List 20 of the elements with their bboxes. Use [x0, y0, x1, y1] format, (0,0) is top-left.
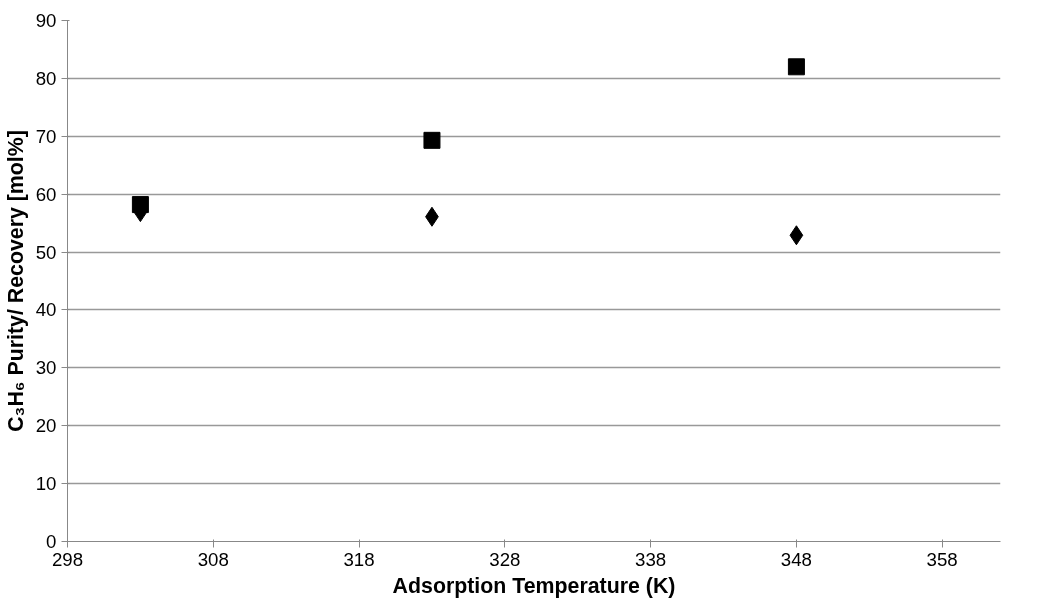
point [789, 225, 804, 246]
x-tick-label: 328 [489, 548, 521, 570]
y-tick-label: 50 [35, 241, 57, 263]
x-tick-label: 358 [926, 548, 958, 570]
x-axis-title: Adsorption Temperature (K) [392, 573, 676, 598]
y-tick-label: 40 [35, 299, 57, 321]
x-tick-label: 318 [343, 548, 375, 570]
x-tick-label: 348 [780, 548, 812, 570]
y-tick-label: 80 [35, 67, 57, 89]
y-tick-label: 20 [35, 415, 57, 437]
y-tick-label: 10 [35, 473, 57, 495]
y-tick-label: 70 [35, 125, 57, 147]
x-tick-label: 338 [635, 548, 667, 570]
y-tick-label: 30 [35, 357, 57, 379]
point [787, 58, 805, 76]
y-tick-label: 60 [35, 183, 57, 205]
point [423, 131, 441, 149]
x-tick-label: 308 [197, 548, 229, 570]
y-axis-title: C₃H₆ Purity/ Recovery [mol%] [3, 130, 28, 432]
y-tick-label: 90 [35, 10, 57, 31]
